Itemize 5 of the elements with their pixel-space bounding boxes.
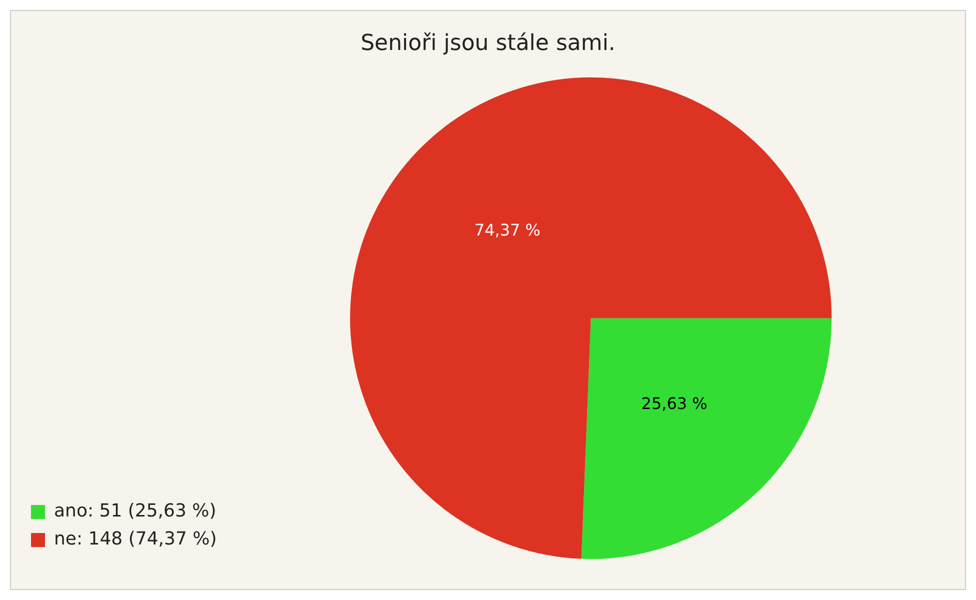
chart-title: Senioři jsou stále sami. bbox=[360, 30, 616, 56]
data-label: 25,63 % bbox=[641, 394, 708, 414]
data-label: 74,37 % bbox=[474, 220, 540, 240]
legend-label: ano: 51 (25,63 %) bbox=[54, 500, 216, 522]
legend-label: ne: 148 (74,37 %) bbox=[54, 528, 217, 550]
